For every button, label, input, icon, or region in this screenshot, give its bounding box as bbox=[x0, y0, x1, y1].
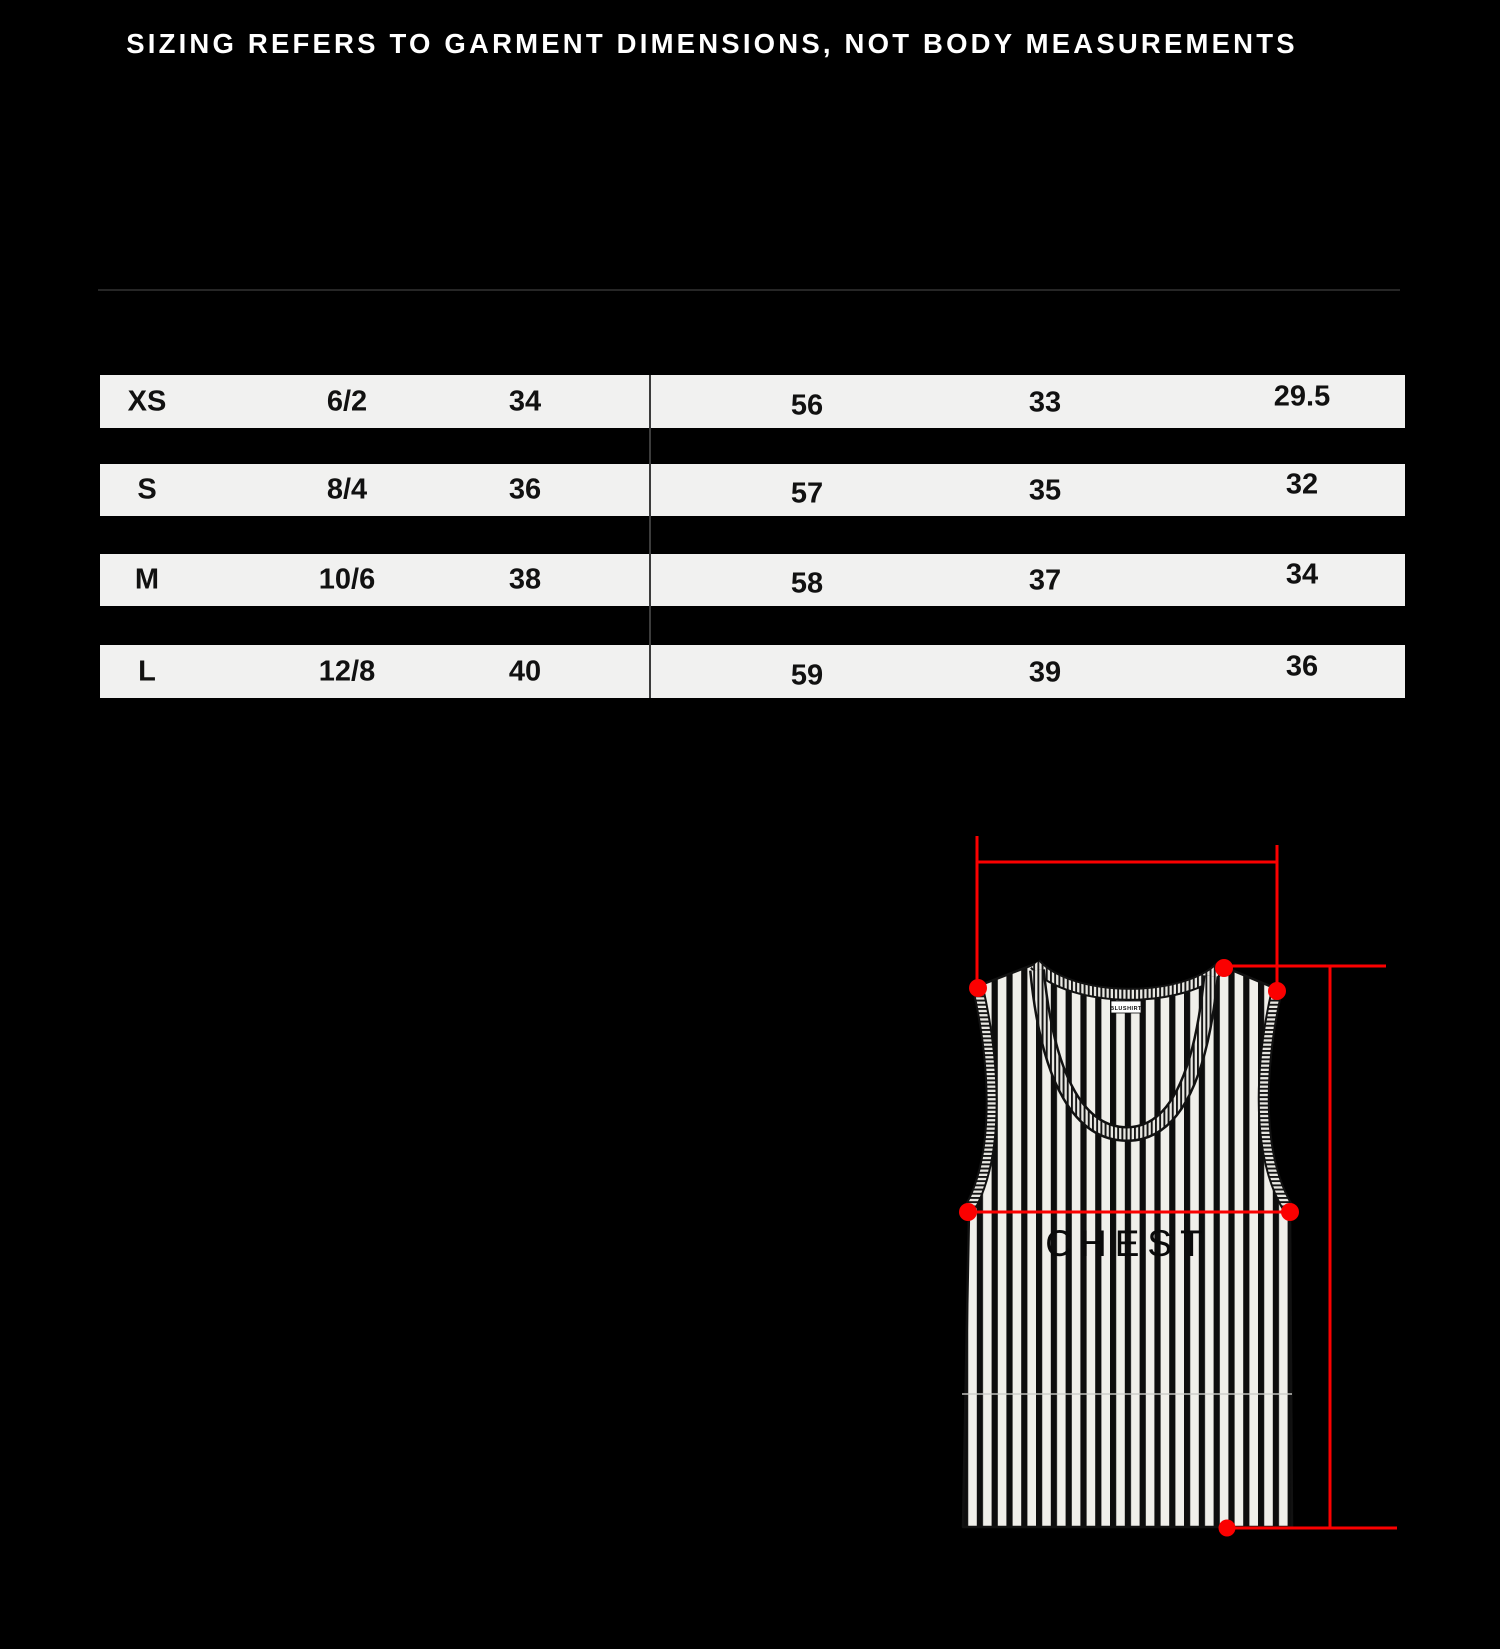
value-cell: 56 bbox=[790, 389, 824, 421]
right-shoulder-point bbox=[1268, 982, 1286, 1000]
left-armhole-trim bbox=[964, 986, 998, 1211]
measurement-points bbox=[959, 959, 1299, 1537]
value-cell: 29.5 bbox=[1273, 380, 1331, 412]
value-cell: 36 bbox=[508, 473, 542, 506]
chest-label: CHEST bbox=[1045, 1223, 1210, 1264]
right-armhole-trim bbox=[1257, 988, 1294, 1212]
value-cell: 58 bbox=[790, 567, 824, 600]
garment-measurement-diagram: BLUSHIRT CHEST bbox=[959, 836, 1397, 1537]
table-column-divider bbox=[649, 375, 651, 698]
size-table: XS 6/2 34 56 33 29.5 S 8/4 36 57 35 32 M… bbox=[100, 375, 1405, 698]
value-cell: 8/4 bbox=[326, 473, 368, 506]
value-cell: 33 bbox=[1028, 386, 1062, 418]
value-cell: 38 bbox=[508, 563, 542, 596]
value-cell: 35 bbox=[1028, 474, 1062, 507]
front-neckline-trim bbox=[1029, 969, 1219, 1143]
size-cell: L bbox=[138, 655, 156, 687]
table-row: XS 6/2 34 56 33 29.5 bbox=[100, 375, 1405, 428]
size-cell: M bbox=[134, 563, 160, 596]
size-cell: XS bbox=[127, 385, 167, 417]
chest-right-point bbox=[1281, 1203, 1299, 1221]
left-shoulder-point bbox=[969, 979, 987, 997]
value-cell: 34 bbox=[1285, 558, 1319, 591]
chest-left-point bbox=[959, 1203, 977, 1221]
page-title: SIZING REFERS TO GARMENT DIMENSIONS, NOT… bbox=[126, 28, 1298, 59]
value-cell: 12/8 bbox=[318, 655, 376, 687]
length-top-point bbox=[1215, 959, 1233, 977]
value-cell: 34 bbox=[508, 385, 542, 417]
brand-tag-label: BLUSHIRT bbox=[1110, 1006, 1142, 1012]
brand-tag bbox=[1110, 1000, 1142, 1014]
value-cell: 40 bbox=[508, 655, 542, 687]
table-row: S 8/4 36 57 35 32 bbox=[100, 464, 1405, 516]
measurement-lines bbox=[968, 836, 1397, 1530]
value-cell: 39 bbox=[1028, 656, 1062, 688]
table-row: L 12/8 40 59 39 36 bbox=[100, 645, 1405, 698]
length-bottom-point bbox=[1218, 1519, 1236, 1537]
value-cell: 32 bbox=[1285, 468, 1319, 501]
value-cell: 36 bbox=[1285, 650, 1319, 682]
value-cell: 10/6 bbox=[318, 563, 376, 596]
value-cell: 59 bbox=[790, 659, 824, 691]
tank-top-illustration: BLUSHIRT CHEST bbox=[961, 959, 1294, 1529]
size-cell: S bbox=[137, 473, 157, 506]
table-row: M 10/6 38 58 37 34 bbox=[100, 554, 1405, 606]
value-cell: 57 bbox=[790, 477, 824, 510]
horizontal-rule bbox=[98, 289, 1400, 291]
value-cell: 6/2 bbox=[326, 385, 368, 417]
value-cell: 37 bbox=[1028, 564, 1062, 597]
